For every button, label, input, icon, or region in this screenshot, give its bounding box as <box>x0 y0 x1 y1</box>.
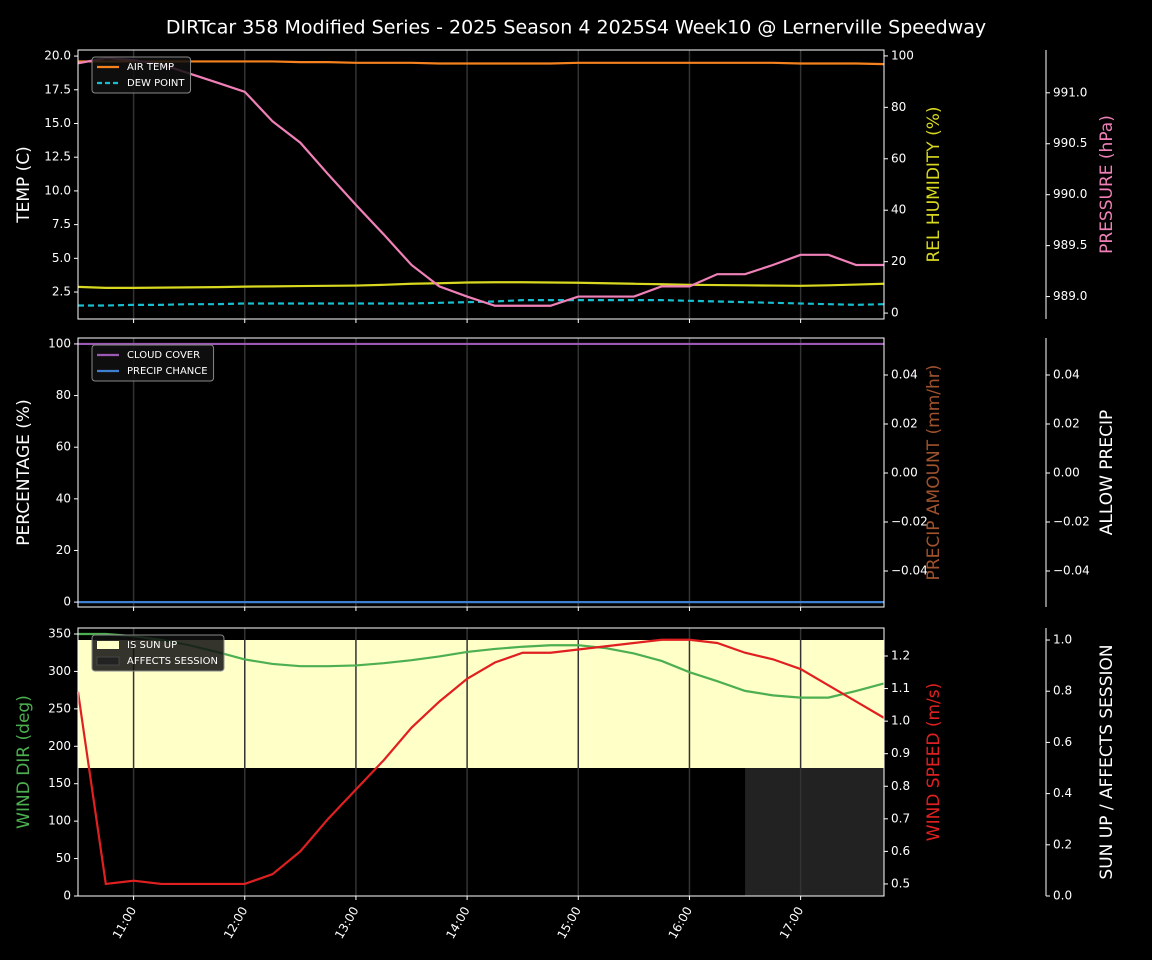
tick-label: 7.5 <box>52 217 71 231</box>
tick-label: 1.0 <box>1053 633 1072 647</box>
tick-label: 350 <box>48 626 71 640</box>
tick-label: 0.6 <box>891 844 910 858</box>
tick-label: 0.8 <box>1053 684 1072 698</box>
tick-label: 989.0 <box>1053 289 1087 303</box>
tick-label: 989.5 <box>1053 238 1087 252</box>
chart-title: DIRTcar 358 Modified Series - 2025 Seaso… <box>166 17 986 39</box>
tick-label: 1.2 <box>891 649 910 663</box>
legend-label: IS SUN UP <box>127 640 177 651</box>
line <box>77 57 884 307</box>
y3-axis-label: SUN UP / AFFECTS SESSION <box>1097 644 1117 879</box>
tick-label: 15.0 <box>44 116 71 130</box>
legend <box>91 344 215 382</box>
tick-label: 0 <box>63 595 71 609</box>
panel: 11:00 12:00 13:00 14:00 15:00 16:00 17:0005010… <box>14 626 1117 941</box>
legend-label: CLOUD COVER <box>127 350 200 361</box>
tick-label: 0.0 <box>1053 889 1072 903</box>
y2-axis-label: WIND SPEED (m/s) <box>924 683 944 841</box>
tick-label: 0.02 <box>891 416 918 430</box>
tick-label: −0.04 <box>891 563 928 577</box>
tick-label: 200 <box>48 739 71 753</box>
y-axis-label: TEMP (C) <box>14 146 34 224</box>
tick-label: 1.1 <box>891 681 910 695</box>
tick-label: 0.2 <box>1053 837 1072 851</box>
legend-label: PRECIP CHANCE <box>127 366 208 377</box>
tick-label: 12.5 <box>44 150 71 164</box>
tick-label: −0.04 <box>1053 563 1090 577</box>
tick-label: 20 <box>891 254 906 268</box>
y2-axis-label: PRECIP AMOUNT (mm/hr) <box>924 365 944 581</box>
tick-label: 60 <box>891 151 906 165</box>
tick-label: 1.0 <box>891 714 910 728</box>
area <box>78 640 884 769</box>
tick-label: 0.5 <box>891 876 910 890</box>
legend-swatch <box>97 641 119 649</box>
plot-frame <box>77 49 885 320</box>
tick-label: 0.6 <box>1053 735 1072 749</box>
tick-label: 0.04 <box>1053 367 1080 381</box>
tick-label: 250 <box>48 701 71 715</box>
legend-label: AIR TEMP <box>127 62 174 73</box>
tick-label: 150 <box>48 776 71 790</box>
line <box>78 60 885 66</box>
tick-label: 10.0 <box>44 183 71 197</box>
tick-label: 5.0 <box>52 251 71 265</box>
line <box>76 638 885 886</box>
legend-label: DEW POINT <box>127 78 185 89</box>
tick-label: 60 <box>56 440 71 454</box>
tick-label: 0.9 <box>891 746 910 760</box>
y3-axis-label: ALLOW PRECIP <box>1097 410 1117 536</box>
y-axis-label: WIND DIR (deg) <box>14 695 34 829</box>
y-axis-label: PERCENTAGE (%) <box>14 399 34 545</box>
y3-axis-label: PRESSURE (hPa) <box>1097 115 1117 254</box>
tick-label: 2.5 <box>52 285 71 299</box>
tick-label: 20.0 <box>44 49 71 63</box>
tick-label: 100 <box>48 336 71 350</box>
tick-label: 0 <box>891 306 899 320</box>
plot-frame <box>77 627 885 897</box>
tick-label: 300 <box>48 664 71 678</box>
legend <box>91 634 225 672</box>
tick-label: 50 <box>56 851 71 865</box>
tick-label: 0.04 <box>891 367 918 381</box>
tick-label: 40 <box>891 203 906 217</box>
tick-label: 100 <box>48 814 71 828</box>
tick-label: 990.0 <box>1053 187 1087 201</box>
tick-label: −0.02 <box>891 514 928 528</box>
tick-label: 990.5 <box>1053 136 1087 150</box>
tick-label: 40 <box>56 491 71 505</box>
tick-label: 0 <box>63 889 71 903</box>
legend-label: AFFECTS SESSION <box>127 656 218 667</box>
panel: 2.5 5.0 7.5 10.0 12.5 15.0 17.5 20.0 0 20 40 60 80 10… <box>14 48 1117 323</box>
y2-axis-label: REL HUMIDITY (%) <box>924 106 944 262</box>
tick-label: 0.00 <box>891 465 918 479</box>
tick-label: 80 <box>891 100 906 114</box>
tick-label: 80 <box>56 388 71 402</box>
tick-label: 0.7 <box>891 811 910 825</box>
panel: 0 20 40 60 80 100 −0.04 −0.02 0.00 0.02 0.04 −0.04 −… <box>14 336 1117 611</box>
tick-label: 20 <box>56 543 71 557</box>
tick-label: 991.0 <box>1053 85 1087 99</box>
tick-label: 0.02 <box>1053 416 1080 430</box>
tick-label: 0.00 <box>1053 465 1080 479</box>
area <box>745 768 884 896</box>
line <box>77 281 885 289</box>
tick-label: 0.4 <box>1053 786 1072 800</box>
tick-label: 100 <box>891 48 914 62</box>
legend-swatch <box>96 656 120 666</box>
tick-label: 17.5 <box>44 82 71 96</box>
tick-label: 0.8 <box>891 779 910 793</box>
tick-label: −0.02 <box>1053 514 1090 528</box>
